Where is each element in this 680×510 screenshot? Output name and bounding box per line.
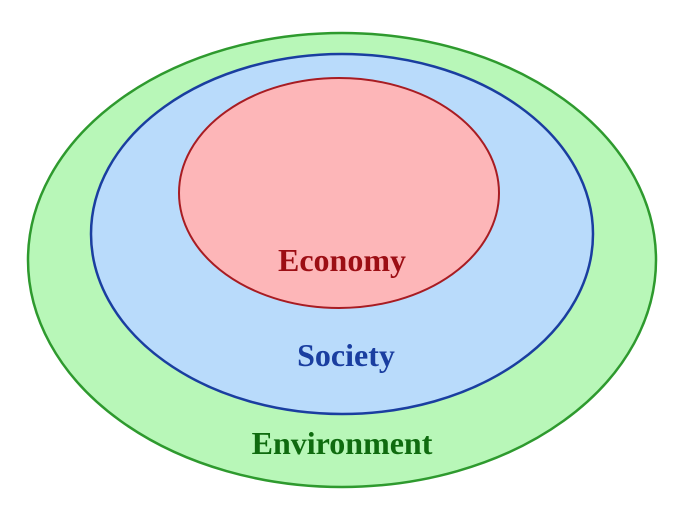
economy-ellipse <box>178 77 500 309</box>
economy-label: Economy <box>278 242 406 278</box>
economy-ring: Economy <box>178 77 500 309</box>
society-label: Society <box>297 337 395 373</box>
environment-label: Environment <box>252 425 433 461</box>
